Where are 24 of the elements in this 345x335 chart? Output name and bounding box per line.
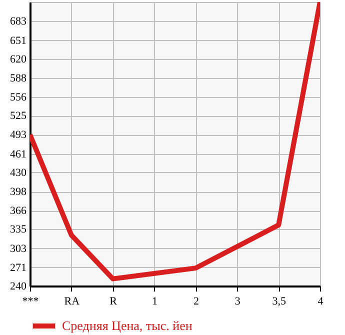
x-tick-label: 3,5 — [272, 296, 286, 308]
y-tick-label: 366 — [10, 205, 27, 218]
y-tick-label: 271 — [10, 262, 26, 274]
x-tick-label: RA — [64, 296, 80, 308]
x-tick-label: R — [110, 296, 118, 308]
y-tick-label: 335 — [10, 224, 27, 236]
x-tick-label: *** — [22, 296, 39, 308]
x-tick-label: 4 — [318, 296, 324, 308]
x-tick-label: 3 — [234, 296, 241, 308]
y-tick-label: 620 — [10, 53, 27, 66]
y-tick-label: 303 — [10, 242, 27, 255]
y-tick-label: 556 — [10, 92, 27, 104]
y-tick-label: 651 — [10, 34, 26, 47]
y-tick-label: 398 — [10, 186, 27, 198]
y-tick-label: 525 — [10, 110, 27, 122]
y-tick-label: 493 — [10, 129, 27, 142]
y-tick-label: 461 — [10, 148, 26, 160]
y-tick-label: 430 — [10, 166, 27, 179]
x-tick-label: 2 — [193, 296, 199, 308]
y-tick-label: 240 — [10, 280, 27, 292]
y-tick-label: 588 — [10, 72, 27, 84]
x-tick-label: 1 — [152, 296, 158, 308]
legend-label: Средняя Цена, тыс. йен — [62, 318, 192, 333]
y-tick-label: 683 — [10, 16, 27, 28]
